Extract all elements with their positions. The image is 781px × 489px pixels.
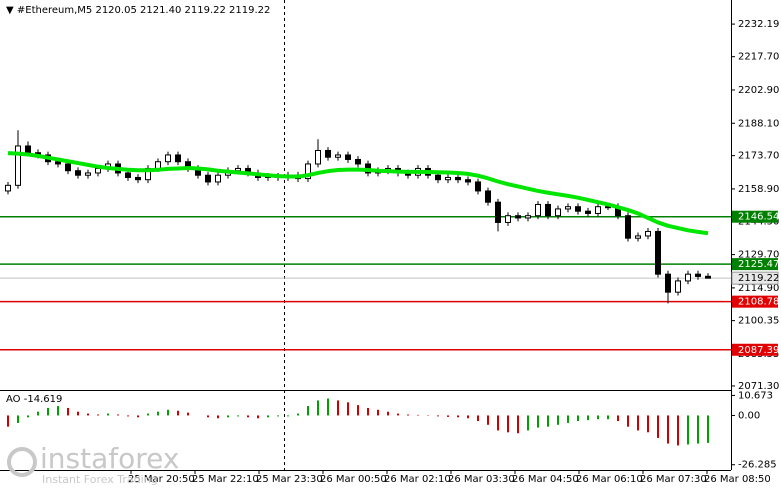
candle-body <box>585 210 591 214</box>
candle-body <box>25 145 31 154</box>
brand: instaforex <box>40 442 179 475</box>
level-label: 2108.78 <box>738 297 779 308</box>
candle-body <box>335 154 341 158</box>
candle-body <box>515 215 521 219</box>
current-price-bg <box>731 271 779 285</box>
level-label: 2087.39 <box>738 345 779 356</box>
candle-body <box>5 184 11 192</box>
candle-body <box>645 230 651 237</box>
candle-body <box>55 161 61 165</box>
y-tick-label: 2217.70 <box>738 52 779 63</box>
level-label-bg <box>732 295 778 308</box>
x-tick-label: 25 Mar 23:30 <box>256 474 323 485</box>
candle-body <box>665 273 671 293</box>
y-tick-label: 2100.35 <box>738 316 779 327</box>
x-tick-label: 26 Mar 00:50 <box>320 474 387 485</box>
x-tick-label: 26 Mar 04:50 <box>512 474 579 485</box>
candle-body <box>485 190 491 203</box>
x-tick-label: 26 Mar 07:30 <box>640 474 707 485</box>
ao-tick-label: 10.673 <box>738 390 773 401</box>
candle-body <box>695 273 701 277</box>
current-price-label: 2119.22 <box>738 273 779 284</box>
candle-body <box>685 273 691 282</box>
candle-body <box>495 201 501 223</box>
candle-body <box>655 230 661 275</box>
candle-body <box>465 179 471 183</box>
candle-body <box>535 203 541 217</box>
chart-title: ▼ #Ethereum,M5 2120.05 2121.40 2119.22 2… <box>6 5 270 16</box>
x-tick-label: 26 Mar 03:30 <box>448 474 515 485</box>
logo <box>7 447 37 477</box>
x-tick-label: 26 Mar 02:10 <box>384 474 451 485</box>
candle-body <box>635 235 641 239</box>
level-label-bg <box>732 343 778 356</box>
ao-tick-label: 0.00 <box>738 410 760 421</box>
candle-body <box>155 161 161 169</box>
candle-body <box>65 163 71 172</box>
candle-body <box>475 181 481 192</box>
y-tick-label: 2188.10 <box>738 118 779 129</box>
candle-body <box>325 149 331 158</box>
x-tick-label: 26 Mar 06:10 <box>576 474 643 485</box>
y-tick-label: 2129.70 <box>738 250 779 261</box>
candle-body <box>345 154 351 160</box>
ao-label: AO -14.619 <box>6 394 62 405</box>
candle-body <box>555 208 561 217</box>
candle-body <box>625 215 631 239</box>
level-label: 2146.54 <box>738 212 779 223</box>
candle-body <box>205 174 211 183</box>
candle-body <box>545 203 551 217</box>
watermark: instaforex Instant Forex Trading <box>7 442 179 486</box>
candle-body <box>445 176 451 181</box>
candle-body <box>165 154 171 163</box>
x-tick-label: 26 Mar 08:50 <box>704 474 771 485</box>
ao-name: AO <box>6 394 21 405</box>
y-tick-label: 2114.90 <box>738 283 779 294</box>
x-tick-label: 25 Mar 22:10 <box>192 474 259 485</box>
y-tick-label: 2071.30 <box>738 381 779 392</box>
candle-body <box>505 215 511 223</box>
y-tick-label: 2158.90 <box>738 184 779 195</box>
level-label-bg <box>732 258 778 271</box>
candle-body <box>85 172 91 176</box>
candle-body <box>705 275 711 279</box>
candle-body <box>215 174 221 183</box>
ao-tick-label: -26.285 <box>738 460 777 471</box>
candle-body <box>605 206 611 209</box>
candle-body <box>565 206 571 210</box>
candle-body <box>455 176 461 181</box>
level-label-bg <box>732 210 778 223</box>
candle-body <box>75 170 81 176</box>
tagline: Instant Forex Trading <box>42 473 158 486</box>
candle-body <box>175 154 181 163</box>
x-tick-label: 25 Mar 20:50 <box>128 474 195 485</box>
candle-body <box>125 172 131 178</box>
candle-body <box>575 206 581 212</box>
candle-body <box>15 145 21 186</box>
candle-body <box>315 149 321 165</box>
candle-body <box>95 167 101 174</box>
candle-body <box>595 206 601 214</box>
moving-average <box>7 151 709 236</box>
ao-value: -14.619 <box>24 394 63 405</box>
candle-body <box>355 158 361 165</box>
candle-body <box>435 174 441 181</box>
y-tick-label: 2173.70 <box>738 151 779 162</box>
candle-body <box>525 215 531 219</box>
level-label: 2125.47 <box>738 259 779 270</box>
y-tick-label: 2202.90 <box>738 85 779 96</box>
candle-body <box>675 280 681 293</box>
y-tick-label: 2232.19 <box>738 19 779 30</box>
candle-body <box>305 163 311 180</box>
title-text: #Ethereum,M5 2120.05 2121.40 2119.22 211… <box>17 5 271 16</box>
candle-body <box>135 176 141 181</box>
